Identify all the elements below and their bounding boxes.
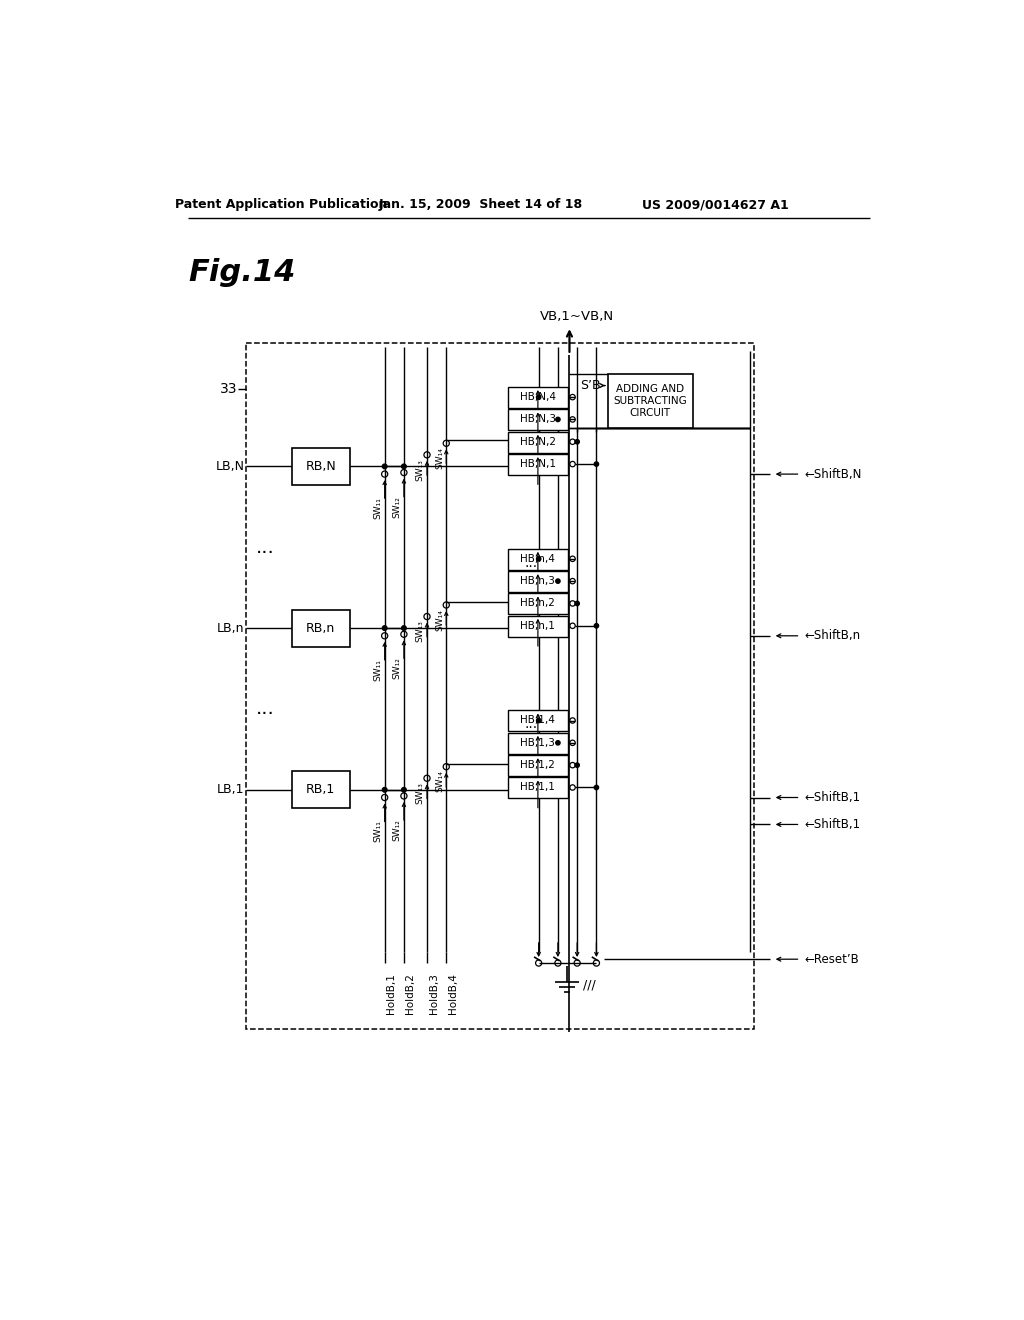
Text: SW₁₃: SW₁₃ xyxy=(416,620,425,643)
Circle shape xyxy=(401,788,407,792)
Text: VB,1~VB,N: VB,1~VB,N xyxy=(540,310,614,323)
Text: RB,1: RB,1 xyxy=(306,783,336,796)
Text: ←ShiftB,1: ←ShiftB,1 xyxy=(804,791,860,804)
Text: Fig.14: Fig.14 xyxy=(188,257,296,286)
Bar xyxy=(508,432,568,453)
Text: ///: /// xyxy=(583,978,595,991)
Text: HB,N,2: HB,N,2 xyxy=(520,437,556,446)
Text: ←Reset’B: ←Reset’B xyxy=(804,953,859,966)
Text: ...: ... xyxy=(256,700,274,718)
Bar xyxy=(508,409,568,430)
Bar xyxy=(508,777,568,799)
Text: SW₁₄: SW₁₄ xyxy=(435,447,444,469)
Text: Patent Application Publication: Patent Application Publication xyxy=(174,198,387,211)
Text: ...: ... xyxy=(524,556,538,570)
Text: ...: ... xyxy=(256,537,274,557)
Text: HoldB,3: HoldB,3 xyxy=(429,973,438,1014)
Text: ←ShiftB,N: ←ShiftB,N xyxy=(804,467,861,480)
Text: HoldB,1: HoldB,1 xyxy=(386,973,396,1014)
Text: US 2009/0014627 A1: US 2009/0014627 A1 xyxy=(642,198,790,211)
Bar xyxy=(508,615,568,636)
Text: ...: ... xyxy=(524,717,538,731)
Circle shape xyxy=(382,465,387,469)
Bar xyxy=(508,594,568,614)
Circle shape xyxy=(556,741,560,744)
Text: SW₁₁: SW₁₁ xyxy=(374,659,382,681)
Text: SW₁₄: SW₁₄ xyxy=(435,771,444,792)
Bar xyxy=(508,710,568,731)
Circle shape xyxy=(537,557,541,561)
Bar xyxy=(292,771,350,808)
Text: HB,1,4: HB,1,4 xyxy=(520,715,555,726)
Text: S’B: S’B xyxy=(580,379,600,392)
Text: 33: 33 xyxy=(220,383,238,396)
Text: RB,n: RB,n xyxy=(306,622,336,635)
Bar xyxy=(292,610,350,647)
Text: HoldB,4: HoldB,4 xyxy=(447,973,458,1014)
Circle shape xyxy=(575,763,580,767)
Bar xyxy=(508,755,568,776)
Bar xyxy=(508,387,568,408)
Bar xyxy=(508,733,568,754)
Circle shape xyxy=(401,465,407,469)
Text: ADDING AND
SUBTRACTING
CIRCUIT: ADDING AND SUBTRACTING CIRCUIT xyxy=(613,384,687,417)
Text: SW₁₂: SW₁₂ xyxy=(392,657,401,680)
Text: LB,n: LB,n xyxy=(217,622,245,635)
Text: LB,1: LB,1 xyxy=(217,783,245,796)
Text: RB,N: RB,N xyxy=(305,459,336,473)
Text: SW₁₃: SW₁₃ xyxy=(416,781,425,804)
Circle shape xyxy=(382,626,387,631)
Text: SW₁₂: SW₁₂ xyxy=(392,818,401,841)
Text: SW₁₂: SW₁₂ xyxy=(392,496,401,517)
Circle shape xyxy=(537,718,541,722)
Circle shape xyxy=(556,417,560,421)
Text: SW₁₄: SW₁₄ xyxy=(435,609,444,631)
Text: SW₁₁: SW₁₁ xyxy=(374,498,382,519)
Circle shape xyxy=(575,440,580,444)
Text: ←ShiftB,1: ←ShiftB,1 xyxy=(804,818,860,832)
Text: SW₁₃: SW₁₃ xyxy=(416,459,425,480)
Bar xyxy=(508,454,568,475)
Circle shape xyxy=(594,623,599,628)
Circle shape xyxy=(594,462,599,466)
Text: HB,N,4: HB,N,4 xyxy=(520,392,556,403)
Text: LB,N: LB,N xyxy=(215,459,245,473)
Circle shape xyxy=(594,785,599,789)
Text: ←ShiftB,n: ←ShiftB,n xyxy=(804,630,860,643)
Text: HB,1,3: HB,1,3 xyxy=(520,738,555,748)
Bar xyxy=(508,549,568,570)
Text: SW₁₁: SW₁₁ xyxy=(374,821,382,842)
Text: HB,1,1: HB,1,1 xyxy=(520,783,555,792)
Text: HB,n,4: HB,n,4 xyxy=(520,554,555,564)
Text: HB,n,3: HB,n,3 xyxy=(520,576,555,586)
Circle shape xyxy=(382,788,387,792)
Bar xyxy=(246,343,755,1028)
Text: Jan. 15, 2009  Sheet 14 of 18: Jan. 15, 2009 Sheet 14 of 18 xyxy=(379,198,583,211)
Text: HB,N,3: HB,N,3 xyxy=(520,414,556,425)
Circle shape xyxy=(575,602,580,606)
Bar xyxy=(608,374,692,428)
Text: HB,n,1: HB,n,1 xyxy=(520,620,555,631)
Text: HB,N,1: HB,N,1 xyxy=(520,459,556,469)
Text: HoldB,2: HoldB,2 xyxy=(406,973,416,1014)
Bar xyxy=(292,447,350,484)
Circle shape xyxy=(401,626,407,631)
Text: HB,1,2: HB,1,2 xyxy=(520,760,555,770)
Circle shape xyxy=(556,579,560,583)
Text: HB,n,2: HB,n,2 xyxy=(520,598,555,609)
Bar xyxy=(508,572,568,591)
Circle shape xyxy=(537,395,541,399)
